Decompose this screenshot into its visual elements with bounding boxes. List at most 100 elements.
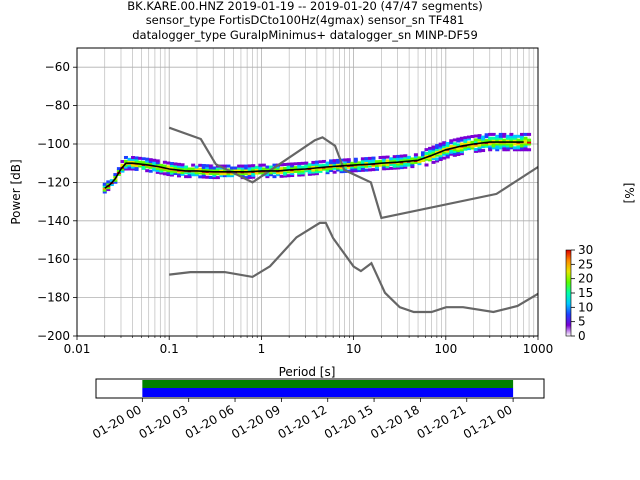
plot-frame — [76, 47, 539, 337]
histogram-cell — [268, 171, 273, 175]
histogram-cell — [321, 167, 326, 171]
histogram-cell — [431, 157, 436, 161]
histogram-cell — [307, 170, 312, 174]
histogram-cell — [442, 156, 447, 160]
histogram-cell — [233, 166, 238, 170]
histogram-cell — [159, 169, 164, 173]
histogram-cell — [276, 167, 281, 171]
histogram-cell — [336, 160, 341, 164]
histogram-cell — [332, 159, 337, 163]
histogram-cell — [254, 165, 259, 169]
histogram-cell — [495, 144, 500, 148]
histogram-cell — [162, 172, 167, 176]
histogram-cell — [187, 171, 192, 175]
histogram-cell — [481, 137, 486, 141]
histogram-cell — [498, 144, 503, 148]
x-tick-label: 100 — [434, 342, 457, 356]
y-axis-label: Power [dB] — [9, 159, 23, 224]
histogram-cell — [357, 167, 362, 171]
histogram-cell — [406, 155, 411, 159]
histogram-cell — [481, 139, 486, 143]
histogram-cell — [247, 175, 252, 179]
histogram-cell — [385, 167, 390, 171]
histogram-cell — [488, 132, 493, 136]
histogram-cell — [113, 174, 118, 178]
histogram-cell — [297, 171, 302, 175]
histogram-cell — [378, 156, 383, 160]
histogram-cell — [141, 161, 146, 165]
histogram-cell — [159, 171, 164, 175]
histogram-cell — [290, 164, 295, 168]
histogram-cell — [378, 159, 383, 163]
histogram-cell — [279, 174, 284, 178]
histogram-cell — [435, 159, 440, 163]
histogram-cell — [367, 158, 372, 162]
histogram-cell — [466, 145, 471, 149]
histogram-cell — [449, 141, 454, 145]
histogram-cell — [375, 165, 380, 169]
histogram-cell — [392, 162, 397, 166]
histogram-cell — [325, 169, 330, 173]
histogram-cell — [141, 164, 146, 168]
histogram-cell — [385, 163, 390, 167]
histogram-cell — [442, 141, 447, 145]
colorbar-tick-label: 25 — [578, 257, 593, 271]
histogram-cell — [360, 164, 365, 168]
histogram-cell — [505, 134, 510, 138]
histogram-cell — [477, 139, 482, 143]
histogram-cell — [445, 151, 450, 155]
histogram-cell — [279, 163, 284, 167]
histogram-cell — [438, 152, 443, 156]
histogram-cell — [272, 167, 277, 171]
histogram-cell — [470, 134, 475, 138]
histogram-cell — [459, 136, 464, 140]
histogram-cell — [339, 168, 344, 172]
histogram-cell — [431, 147, 436, 151]
histogram-cell — [208, 175, 213, 179]
histogram-cell — [403, 158, 408, 162]
histogram-cell — [180, 172, 185, 176]
histogram-cell — [159, 163, 164, 167]
histogram-cell — [311, 162, 316, 166]
histogram-cell — [102, 184, 107, 188]
histogram-cell — [509, 146, 514, 150]
histogram-cell — [102, 188, 107, 192]
histogram-cell — [145, 159, 150, 163]
histogram-cell — [138, 164, 143, 168]
y-tick-label: −140 — [37, 214, 70, 228]
histogram-cell — [247, 166, 252, 170]
histogram-cell — [463, 138, 468, 142]
x-tick-label: 0.01 — [64, 342, 91, 356]
histogram-cell — [191, 173, 196, 177]
histogram-cell — [509, 142, 514, 146]
histogram-cell — [177, 174, 182, 178]
histogram-cell — [346, 160, 351, 164]
histogram-cell — [258, 167, 263, 171]
histogram-cell — [215, 176, 220, 180]
histogram-cell — [311, 168, 316, 172]
histogram-cell — [155, 161, 160, 165]
histogram-cell — [442, 150, 447, 154]
histogram-cell — [148, 162, 153, 166]
histogram-cell — [290, 162, 295, 166]
histogram-cell — [385, 165, 390, 169]
histogram-cell — [498, 146, 503, 150]
histogram-cell — [332, 162, 337, 166]
histogram-cell — [385, 155, 390, 159]
histogram-cell — [389, 166, 394, 170]
histogram-cell — [431, 155, 436, 159]
histogram-cell — [438, 148, 443, 152]
histogram-cell — [152, 160, 157, 164]
histogram-cell — [484, 139, 489, 143]
histogram-cell — [399, 156, 404, 160]
histogram-cell — [155, 168, 160, 172]
colorbar-tick-label: 0 — [578, 329, 586, 343]
histogram-cell — [201, 173, 206, 177]
colorbar-gradient — [565, 249, 572, 337]
histogram-cell — [311, 170, 316, 174]
histogram-cell — [463, 140, 468, 144]
histogram-cell — [201, 165, 206, 169]
histogram-cell — [148, 160, 153, 164]
histogram-cell — [431, 160, 436, 164]
histogram-cell — [350, 165, 355, 169]
